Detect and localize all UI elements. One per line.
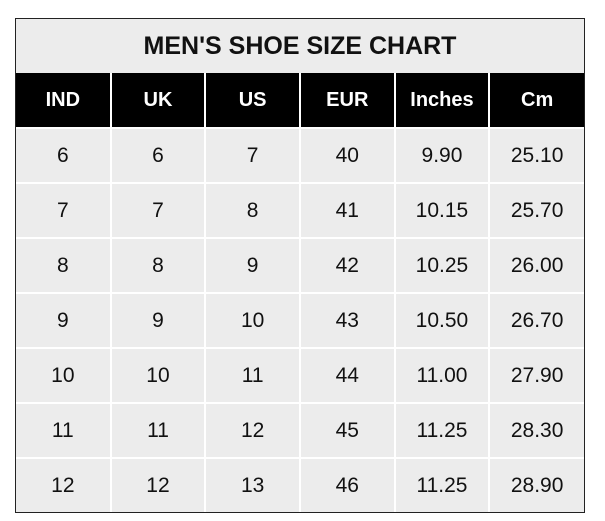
table-cell: 8 <box>109 237 206 293</box>
table-cell: 44 <box>298 347 395 403</box>
table-cell: 11.25 <box>393 457 490 512</box>
table-cell: 9 <box>109 292 206 348</box>
table-row: 12 12 13 46 11.25 28.90 <box>16 457 584 512</box>
table-row: 6 6 7 40 9.90 25.10 <box>16 127 584 183</box>
column-header-ind: IND <box>16 73 111 128</box>
table-cell: 6 <box>16 127 111 183</box>
table-cell: 10.25 <box>393 237 490 293</box>
column-header-us: US <box>204 73 300 128</box>
table-row: 7 7 8 41 10.15 25.70 <box>16 182 584 238</box>
table-cell: 25.10 <box>488 127 584 183</box>
table-row: 8 8 9 42 10.25 26.00 <box>16 237 584 293</box>
column-header-uk: UK <box>109 73 206 128</box>
column-header-cm: Cm <box>488 73 584 128</box>
table-cell: 25.70 <box>488 182 584 238</box>
table-cell: 28.90 <box>488 457 584 512</box>
column-header-inches: Inches <box>393 73 490 128</box>
column-header-eur: EUR <box>298 73 395 128</box>
table-cell: 28.30 <box>488 402 584 458</box>
table-cell: 7 <box>204 127 300 183</box>
chart-title: MEN'S SHOE SIZE CHART <box>16 19 584 73</box>
table-cell: 7 <box>109 182 206 238</box>
size-chart: MEN'S SHOE SIZE CHART IND UK US EUR Inches Cm… <box>15 18 585 513</box>
table-cell: 6 <box>109 127 206 183</box>
table-cell: 11 <box>16 402 111 458</box>
table-cell: 8 <box>204 182 300 238</box>
table-cell: 42 <box>298 237 395 293</box>
table-cell: 11.00 <box>393 347 490 403</box>
table-cell: 43 <box>298 292 395 348</box>
table-cell: 11 <box>204 347 300 403</box>
table-cell: 10.50 <box>393 292 490 348</box>
table-cell: 12 <box>16 457 111 512</box>
table-cell: 11 <box>109 402 206 458</box>
table-cell: 9.90 <box>393 127 490 183</box>
table-row: 10 10 11 44 11.00 27.90 <box>16 347 584 403</box>
table-cell: 13 <box>204 457 300 512</box>
table-cell: 12 <box>204 402 300 458</box>
table-cell: 10 <box>204 292 300 348</box>
table-cell: 40 <box>298 127 395 183</box>
table-cell: 46 <box>298 457 395 512</box>
table-cell: 7 <box>16 182 111 238</box>
size-table: IND UK US EUR Inches Cm 6 6 7 40 9.90 25.10 7 7 8 41 10… <box>16 73 584 512</box>
table-cell: 26.70 <box>488 292 584 348</box>
table-cell: 45 <box>298 402 395 458</box>
table-row: 11 11 12 45 11.25 28.30 <box>16 402 584 458</box>
table-cell: 10.15 <box>393 182 490 238</box>
table-cell: 26.00 <box>488 237 584 293</box>
table-row: 9 9 10 43 10.50 26.70 <box>16 292 584 348</box>
table-cell: 9 <box>204 237 300 293</box>
table-cell: 41 <box>298 182 395 238</box>
table-cell: 27.90 <box>488 347 584 403</box>
table-cell: 9 <box>16 292 111 348</box>
table-cell: 10 <box>109 347 206 403</box>
table-cell: 11.25 <box>393 402 490 458</box>
table-cell: 10 <box>16 347 111 403</box>
header-row: IND UK US EUR Inches Cm <box>16 73 584 128</box>
table-cell: 12 <box>109 457 206 512</box>
table-cell: 8 <box>16 237 111 293</box>
